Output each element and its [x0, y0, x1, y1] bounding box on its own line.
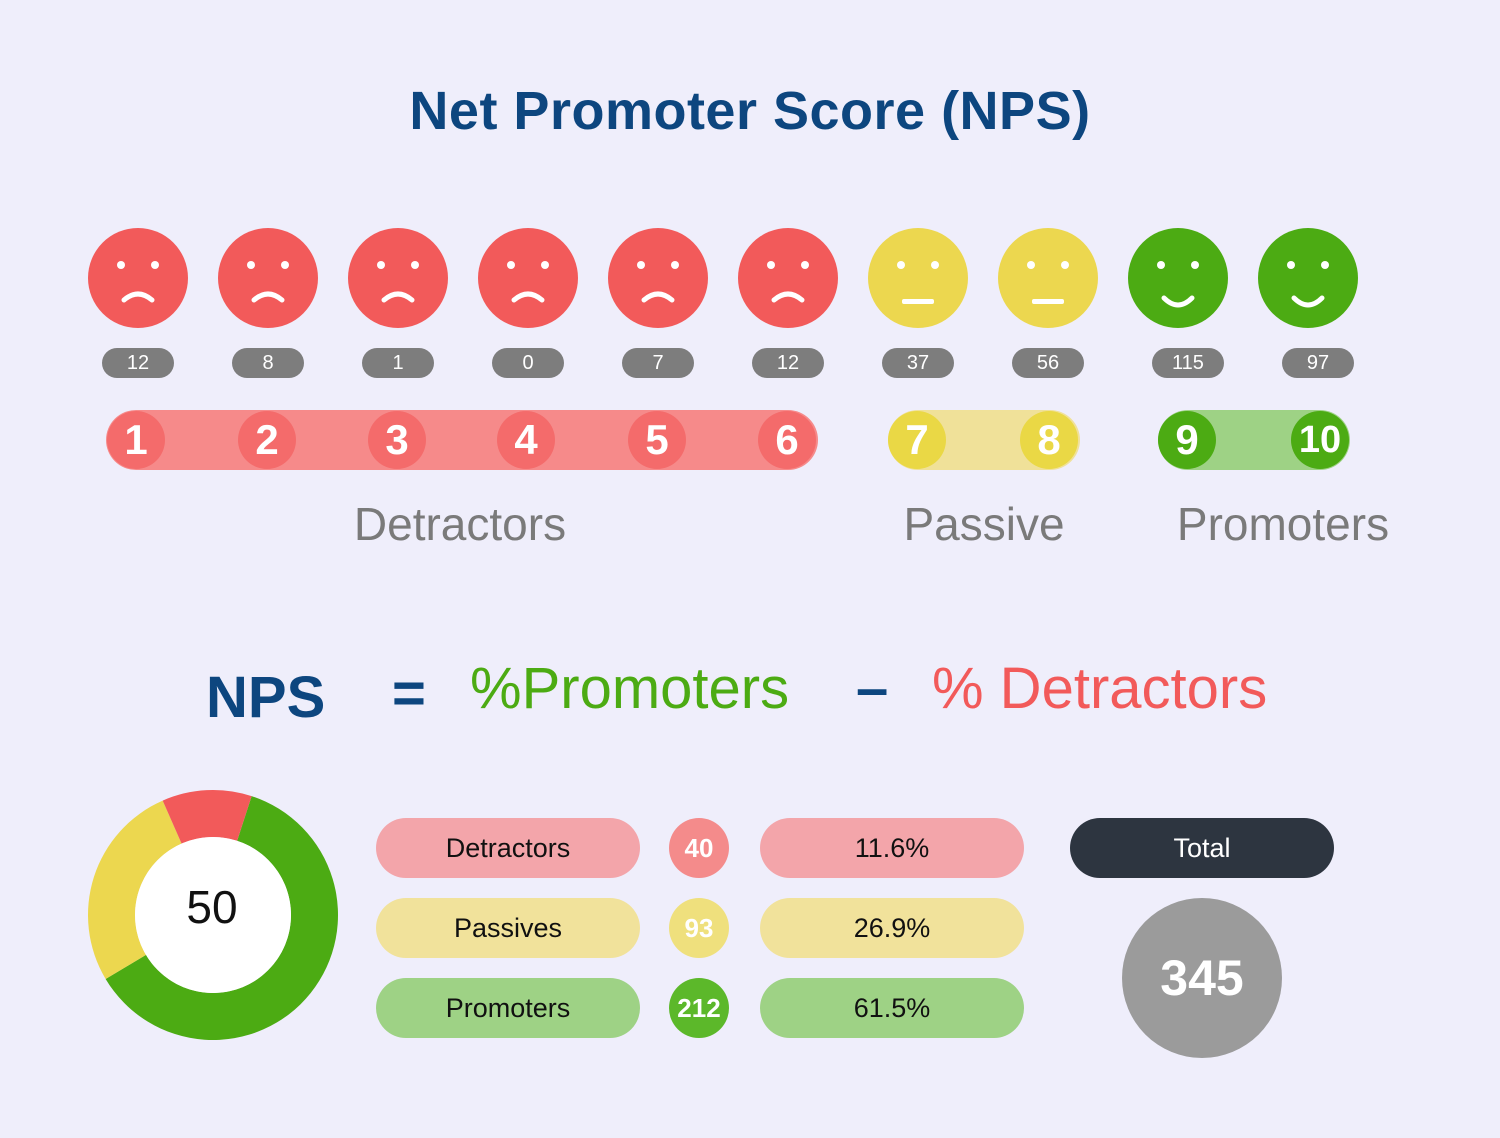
- donut-segment-promoters: [105, 796, 338, 1040]
- sad-face-icon: [738, 228, 838, 328]
- score-count-badge: 8: [232, 348, 304, 378]
- passives-pill: Passives: [376, 898, 640, 958]
- passives-percent: 26.9%: [760, 898, 1024, 958]
- promoters-label: Promoters: [1176, 498, 1390, 550]
- detractors-pill: Detractors: [376, 818, 640, 878]
- score-number: 9: [1158, 411, 1216, 469]
- score-number: 10: [1291, 411, 1349, 469]
- formula-equals: =: [392, 661, 426, 726]
- score-count-badge: 7: [622, 348, 694, 378]
- score-number: 3: [368, 411, 426, 469]
- promoters-pill: Promoters: [376, 978, 640, 1038]
- score-count-badge: 1: [362, 348, 434, 378]
- sad-face-icon: [218, 228, 318, 328]
- donut-segment-detractors: [162, 790, 252, 844]
- score-number: 7: [888, 411, 946, 469]
- score-count-badge: 115: [1152, 348, 1224, 378]
- detractors-percent: 11.6%: [760, 818, 1024, 878]
- donut-hole: [135, 837, 291, 993]
- donut-segment-passives: [88, 800, 182, 979]
- score-count-badge: 37: [882, 348, 954, 378]
- sad-face-icon: [478, 228, 578, 328]
- sad-face-icon: [608, 228, 708, 328]
- score-number: 8: [1020, 411, 1078, 469]
- formula-minus: –: [856, 656, 889, 721]
- score-count-badge: 56: [1012, 348, 1084, 378]
- detractors-label: Detractors: [353, 498, 567, 550]
- score-count-badge: 97: [1282, 348, 1354, 378]
- happy-face-icon: [1128, 228, 1228, 328]
- formula-detractors: % Detractors: [932, 656, 1268, 721]
- formula-promoters: %Promoters: [470, 656, 790, 721]
- score-count-badge: 12: [102, 348, 174, 378]
- passive-label: Passive: [903, 498, 1065, 550]
- total-value: 345: [1122, 898, 1282, 1058]
- score-number: 1: [107, 411, 165, 469]
- promoters-percent: 61.5%: [760, 978, 1024, 1038]
- neutral-face-icon: [868, 228, 968, 328]
- donut-center-value: 50: [186, 881, 238, 933]
- page-title: Net Promoter Score (NPS): [409, 81, 1091, 141]
- neutral-face-icon: [998, 228, 1098, 328]
- total-label: Total: [1070, 818, 1334, 878]
- sad-face-icon: [88, 228, 188, 328]
- score-number: 5: [628, 411, 686, 469]
- score-number: 6: [758, 411, 816, 469]
- promoters-count: 212: [669, 978, 729, 1038]
- nps-donut-chart: [88, 790, 338, 1040]
- score-number: 2: [238, 411, 296, 469]
- formula-nps: NPS: [206, 665, 326, 730]
- score-number: 4: [497, 411, 555, 469]
- passives-count: 93: [669, 898, 729, 958]
- score-count-badge: 0: [492, 348, 564, 378]
- sad-face-icon: [348, 228, 448, 328]
- score-count-badge: 12: [752, 348, 824, 378]
- detractors-count: 40: [669, 818, 729, 878]
- happy-face-icon: [1258, 228, 1358, 328]
- detractors-bar: [106, 410, 818, 470]
